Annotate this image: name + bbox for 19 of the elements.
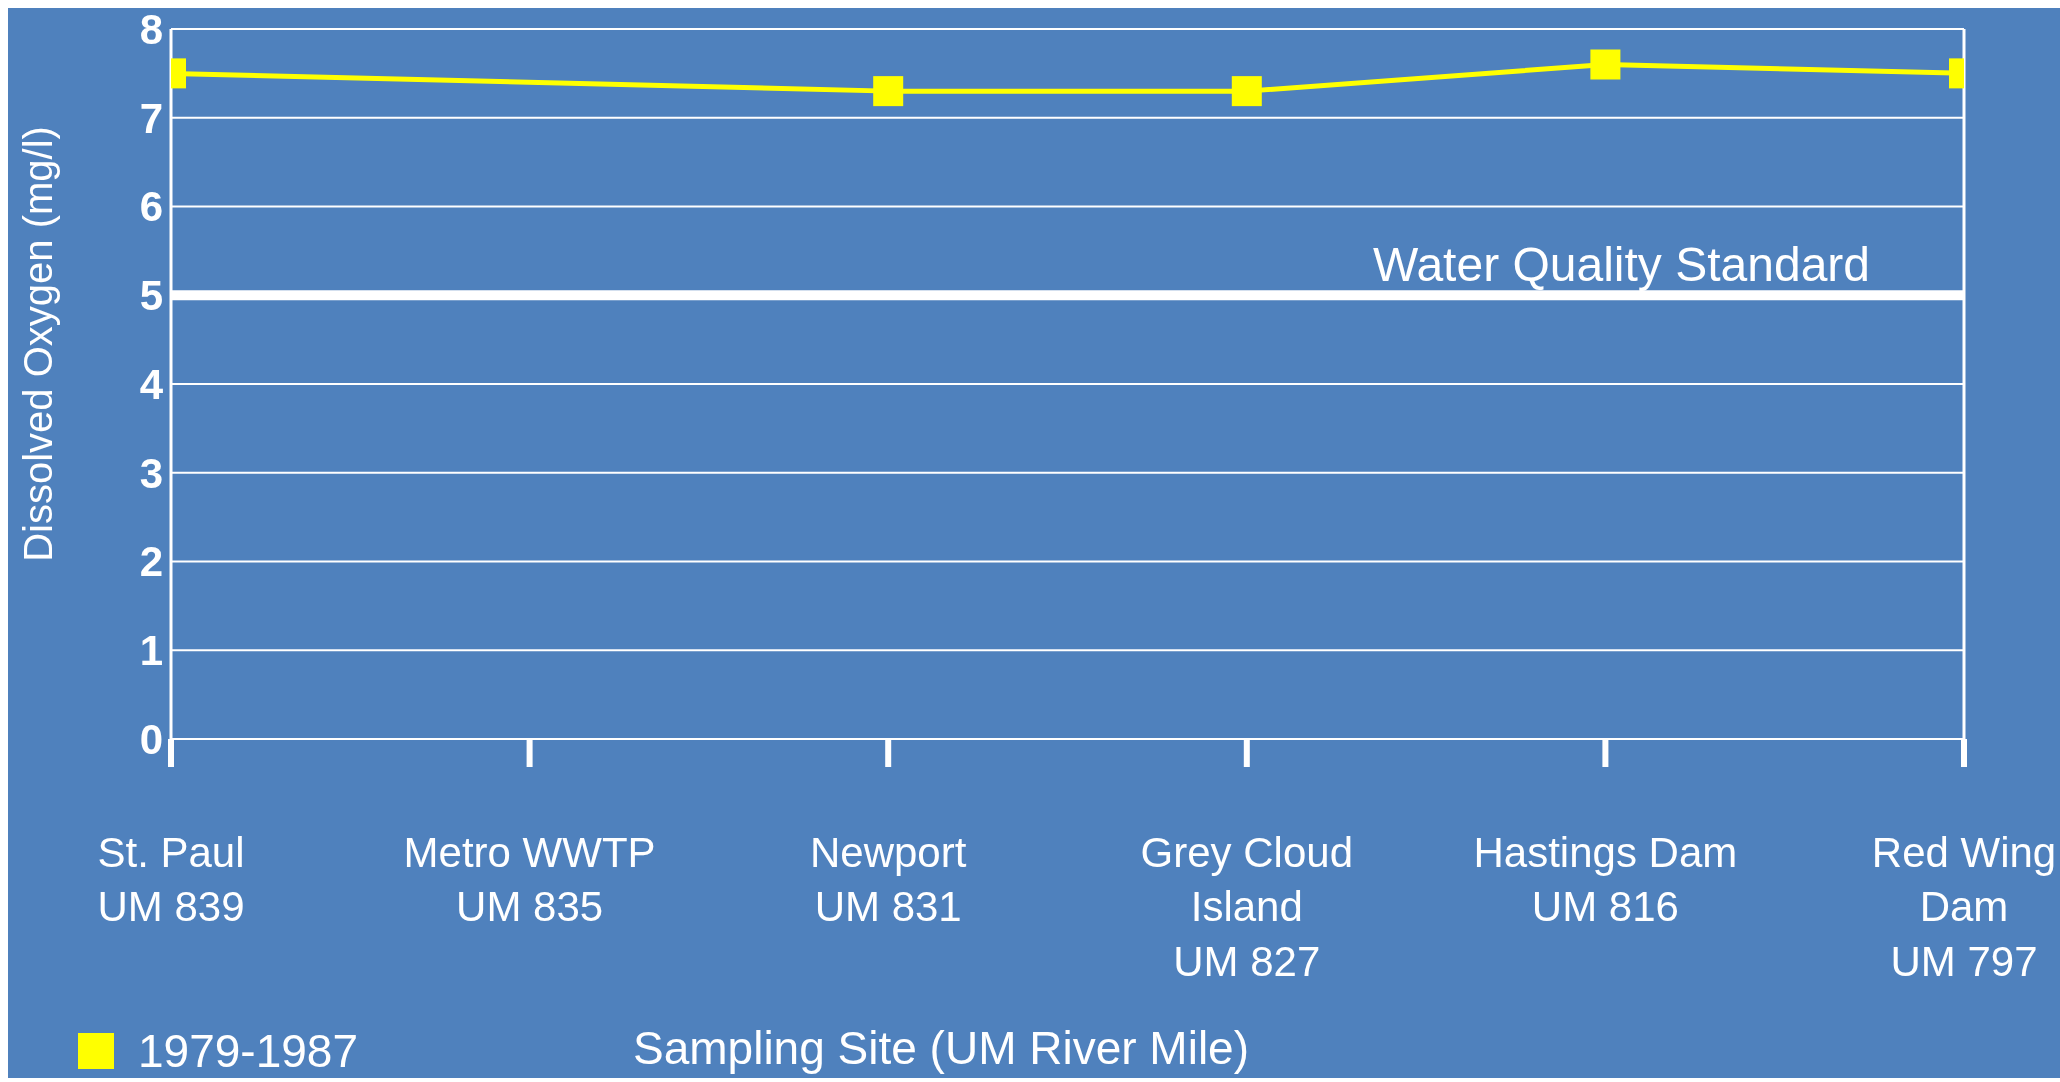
x-tick-label: St. Paul UM 839 — [97, 828, 245, 931]
y-tick-label: 7 — [139, 94, 163, 142]
y-tick-label: 0 — [139, 715, 163, 763]
x-tick-label: Grey Cloud Island UM 827 — [1140, 828, 1354, 985]
y-tick-label: 8 — [139, 5, 163, 53]
y-tick-label: 3 — [139, 449, 163, 497]
y-tick-label: 2 — [139, 538, 163, 586]
y-axis-title: Dissolved Oxygen (mg/l) — [16, 126, 60, 562]
x-tick-label: Hastings Dam UM 816 — [1473, 828, 1738, 931]
y-tick-label: 6 — [139, 183, 163, 231]
x-axis-title: Sampling Site (UM River Mile) — [633, 1021, 1250, 1076]
legend-label: 1979-1987 — [138, 1024, 358, 1078]
y-tick-label: 5 — [139, 272, 163, 320]
x-tick-label: Metro WWTP UM 835 — [403, 828, 656, 931]
ref-line-label: Water Quality Standard — [1372, 238, 1870, 292]
y-tick-label: 4 — [139, 360, 164, 408]
y-tick-label: 1 — [139, 627, 163, 675]
x-tick-label: Newport UM 831 — [810, 828, 967, 931]
x-tick-label: Red Wing Dam UM 797 — [1871, 828, 2057, 985]
